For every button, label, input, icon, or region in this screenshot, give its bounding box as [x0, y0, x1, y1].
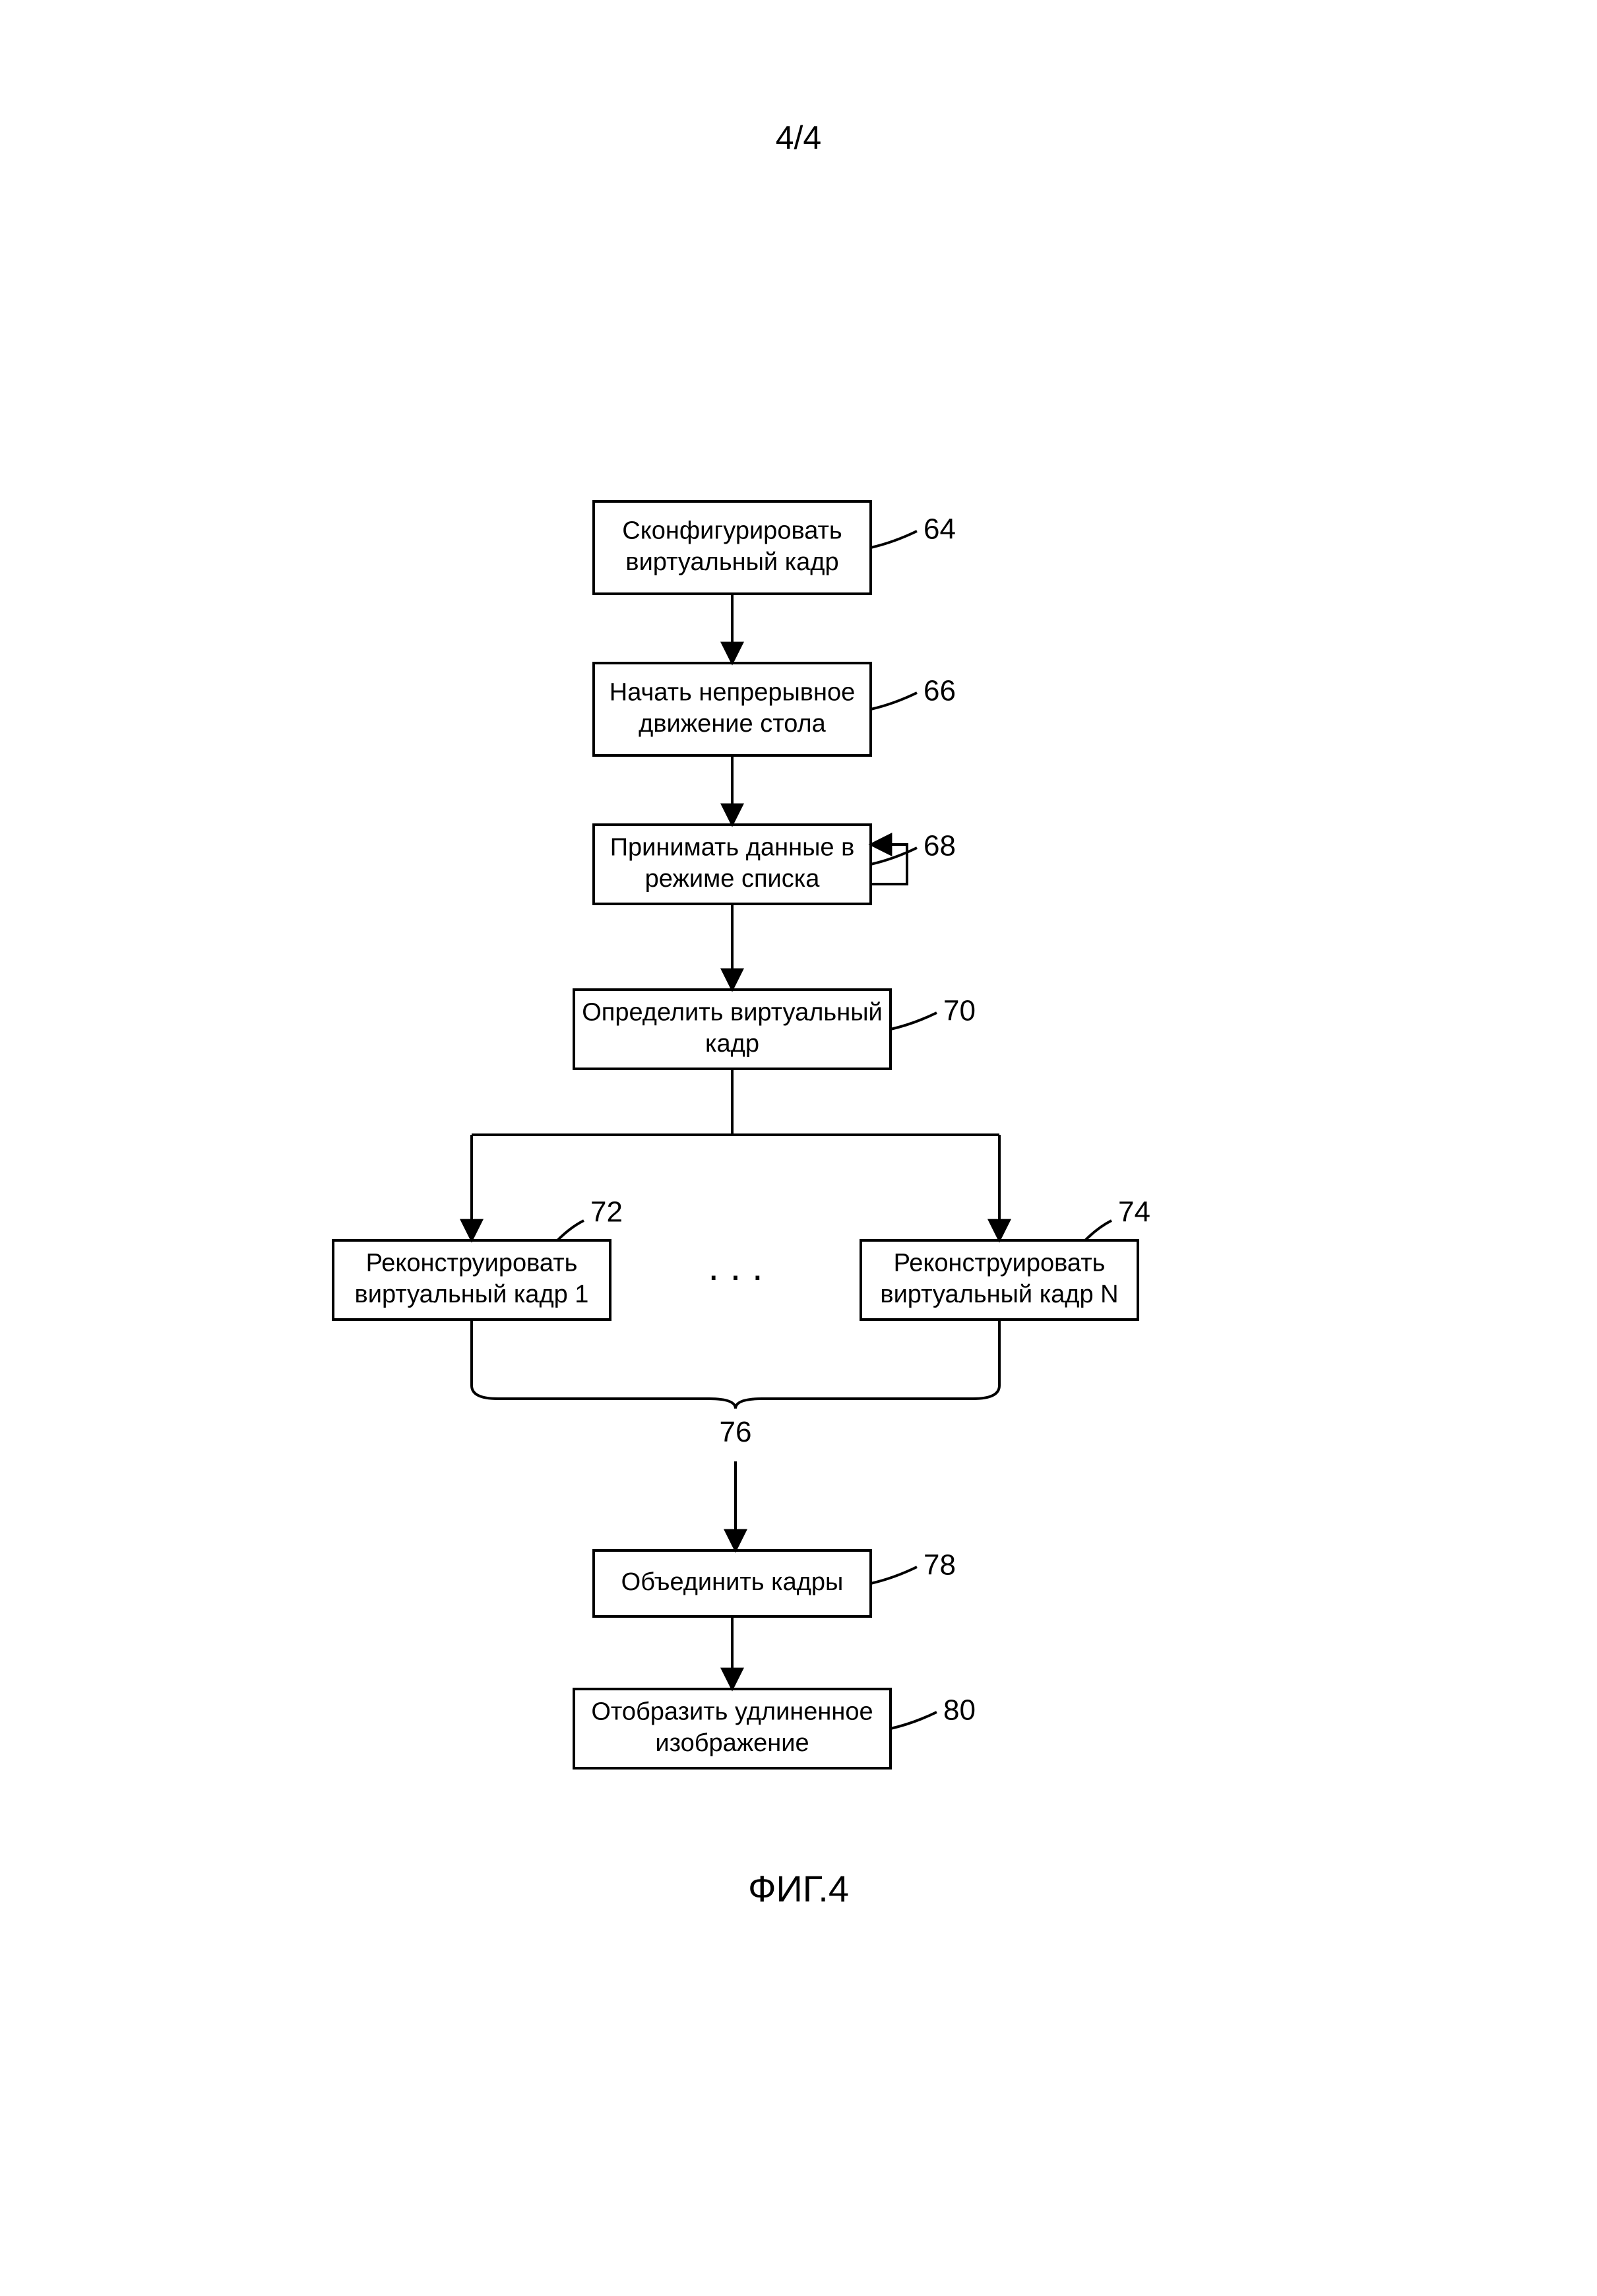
ref-label: 64 [924, 513, 956, 546]
flow-node-text: Определить виртуальный [582, 998, 883, 1026]
flow-node-text: движение стола [639, 710, 826, 738]
ellipsis: . . . [708, 1244, 763, 1289]
flow-node-text: Отобразить удлиненное [591, 1698, 873, 1725]
ref-label: 70 [943, 995, 976, 1027]
flow-node-text: изображение [655, 1729, 809, 1757]
ref-label: 66 [924, 675, 956, 707]
flow-node-text: виртуальный кадр N [880, 1281, 1118, 1308]
flow-node-text: Объединить кадры [621, 1568, 844, 1596]
ref-label: 78 [924, 1549, 956, 1581]
ref-label: 80 [943, 1694, 976, 1727]
flow-node-text: Начать непрерывное [610, 678, 855, 706]
flow-node-text: Принимать данные в [610, 833, 855, 861]
flow-node-text: виртуальный кадр [625, 548, 838, 576]
ref-label: 74 [1118, 1196, 1150, 1228]
flow-node-text: Сконфигурировать [622, 517, 842, 544]
flow-node-text: виртуальный кадр 1 [355, 1281, 589, 1308]
ref-label: 72 [590, 1196, 623, 1228]
ref-label: 68 [924, 830, 956, 862]
flow-node-text: Реконструировать [894, 1249, 1106, 1277]
flow-node-text: кадр [705, 1030, 759, 1058]
flowchart-diagram: Сконфигурировать виртуальный кадр 64 Начать… [0, 0, 1597, 2296]
ref-label: 76 [720, 1416, 752, 1448]
flow-node-text: режиме списка [645, 865, 821, 893]
flow-node-text: Реконструировать [366, 1249, 578, 1277]
brace-76 [472, 1366, 999, 1409]
